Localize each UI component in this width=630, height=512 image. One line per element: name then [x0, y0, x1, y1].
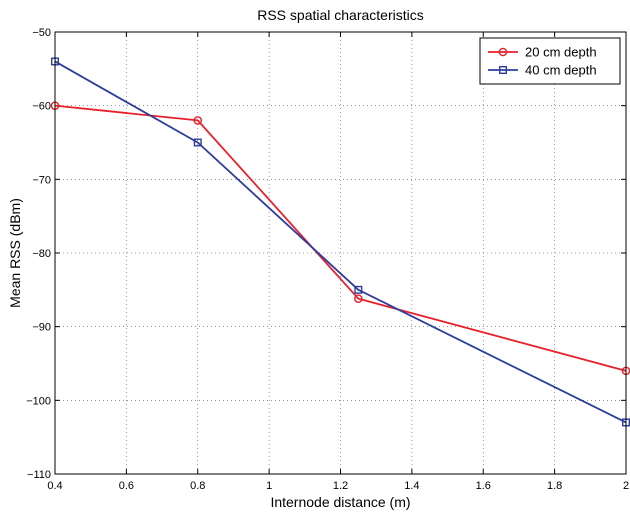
x-tick-label: 1: [266, 480, 272, 492]
y-tick-label: −60: [32, 101, 51, 113]
legend-entry: 20 cm depth: [488, 45, 597, 60]
x-tick-label: 1.8: [547, 480, 562, 492]
legend-label: 40 cm depth: [525, 63, 597, 78]
axis-ticks: 0.4 0.6 0.8 1 1.2 1.4 1.6 1.8 2 −110 −100 −90 −80 −70…: [26, 27, 629, 492]
x-tick-label: 0.4: [47, 480, 62, 492]
data-point-marker: [354, 294, 363, 303]
grid: [55, 32, 626, 474]
data-point-marker: [193, 116, 203, 125]
y-tick-label: −110: [27, 469, 51, 481]
x-tick-label: 1.6: [476, 480, 491, 492]
plot-series: [50, 57, 630, 427]
x-axis-title: Internode distance (m): [270, 494, 410, 510]
y-tick-label: −100: [26, 395, 51, 407]
x-tick-label: 1.4: [404, 480, 419, 492]
legend: 20 cm depth 40 cm depth: [479, 37, 621, 85]
legend-label: 20 cm depth: [525, 45, 597, 60]
y-tick-label: −50: [32, 27, 51, 39]
legend-marker: [498, 47, 508, 57]
y-tick-label: −80: [32, 248, 51, 260]
y-tick-label: −70: [32, 174, 51, 186]
x-tick-label: 1.2: [333, 480, 348, 492]
x-tick-label: 2: [623, 480, 629, 492]
legend-entry: 40 cm depth: [488, 63, 597, 78]
series-line: [54, 60, 627, 424]
x-tick-label: 0.8: [190, 480, 205, 492]
chart-title: RSS spatial characteristics: [257, 7, 424, 23]
legend-box: [479, 37, 621, 85]
data-point-marker: [354, 285, 363, 294]
x-tick-label: 0.6: [119, 480, 134, 492]
data-point-marker: [193, 138, 202, 147]
legend-marker: [499, 65, 508, 74]
y-axis-title: Mean RSS (dBm): [7, 198, 23, 308]
series-line: [54, 104, 627, 372]
y-tick-label: −90: [32, 322, 51, 334]
plot-frame: [54, 31, 627, 475]
